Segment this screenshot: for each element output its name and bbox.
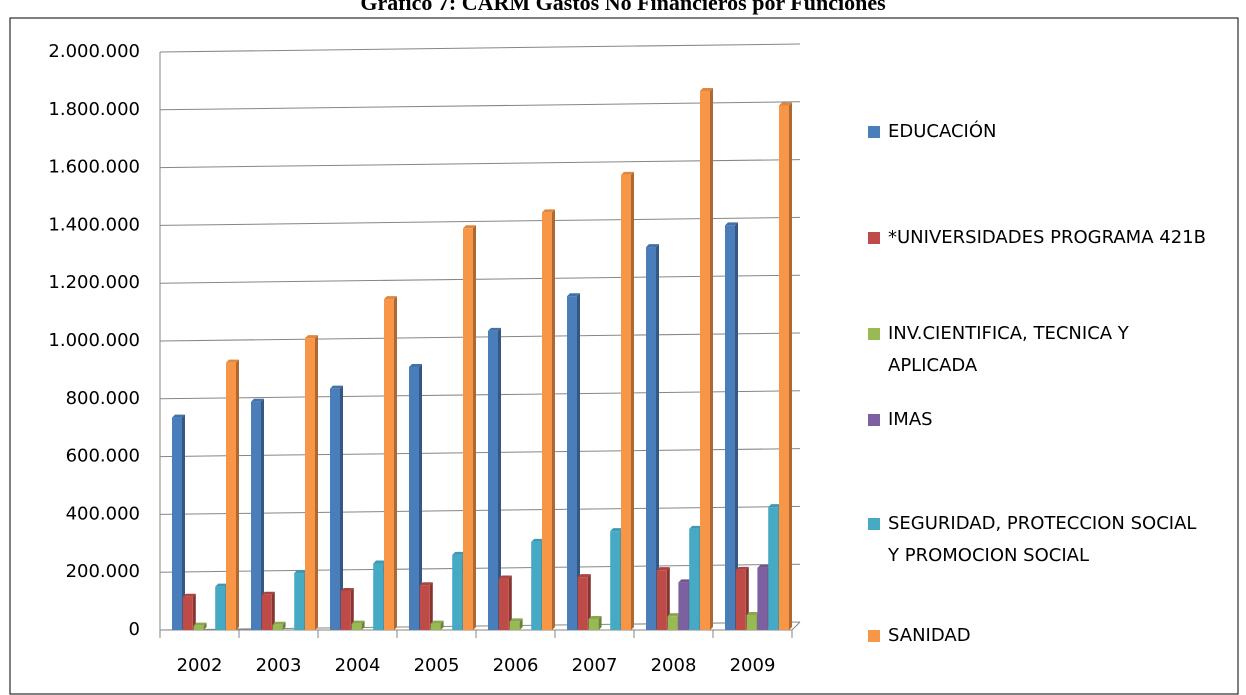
bar xyxy=(588,616,602,630)
legend-label: SANIDAD xyxy=(888,625,971,646)
grid-line xyxy=(159,274,801,284)
y-tick-label: 1.600.000 xyxy=(48,157,140,178)
bar xyxy=(779,102,792,631)
legend-swatch xyxy=(868,232,880,244)
x-tick-label: 2003 xyxy=(256,655,302,676)
y-tick-label: 0 xyxy=(129,619,140,640)
y-tick-label: 1.800.000 xyxy=(48,99,140,120)
legend-entry: *UNIVERSIDADES PROGRAMA 421B xyxy=(868,222,1218,254)
bar xyxy=(261,591,275,630)
legend-label: *UNIVERSIDADES PROGRAMA 421B xyxy=(888,227,1206,248)
legend-swatch xyxy=(868,126,880,138)
legend-entry: SANIDAD xyxy=(868,620,1218,652)
bar xyxy=(725,222,738,630)
bar xyxy=(384,296,397,630)
y-tick-label: 800.000 xyxy=(66,388,140,409)
bar xyxy=(251,398,264,630)
legend-label: SEGURIDAD, PROTECCION SOCIAL Y PROMOCION… xyxy=(888,513,1197,566)
bar xyxy=(656,567,670,630)
x-tick-label: 2006 xyxy=(493,655,539,676)
bar xyxy=(172,414,185,630)
y-tick-label: 1.400.000 xyxy=(48,214,140,235)
bar xyxy=(340,587,354,630)
y-tick-label: 400.000 xyxy=(66,503,140,524)
bar xyxy=(193,622,207,630)
grid-line xyxy=(159,505,801,515)
bar xyxy=(272,621,286,630)
legend-swatch xyxy=(868,414,880,426)
bar xyxy=(621,171,634,630)
bar xyxy=(305,335,318,630)
bar xyxy=(351,620,365,630)
grid-line xyxy=(159,43,801,53)
bar xyxy=(419,582,433,630)
bar xyxy=(567,293,580,630)
y-tick-label: 1.200.000 xyxy=(48,272,140,293)
y-tick-label: 200.000 xyxy=(66,561,140,582)
legend-entry: INV.CIENTIFICA, TECNICA Y APLICADA xyxy=(868,318,1218,382)
x-tick-label: 2004 xyxy=(335,655,381,676)
x-tick-label: 2008 xyxy=(651,655,697,676)
bar xyxy=(542,209,555,630)
y-tick-label: 1.000.000 xyxy=(48,330,140,351)
bar xyxy=(646,244,659,630)
x-tick-label: 2005 xyxy=(414,655,460,676)
legend-label: IMAS xyxy=(888,409,933,430)
bar xyxy=(488,327,501,630)
legend-entry: SEGURIDAD, PROTECCION SOCIAL Y PROMOCION… xyxy=(868,508,1218,572)
bar xyxy=(700,88,713,630)
legend-swatch xyxy=(868,328,880,340)
legend-swatch xyxy=(868,630,880,642)
y-tick-label: 2.000.000 xyxy=(48,41,140,62)
bar xyxy=(430,620,444,630)
x-axis-depth xyxy=(791,621,801,631)
bar xyxy=(226,359,239,630)
grid-line xyxy=(159,101,801,111)
y-tick-label: 600.000 xyxy=(66,446,140,467)
bar xyxy=(498,575,512,630)
x-tick-label: 2009 xyxy=(730,655,776,676)
bar xyxy=(509,618,523,630)
chart-border xyxy=(9,17,1239,695)
grid-line xyxy=(159,448,801,458)
grid-line xyxy=(159,390,801,400)
legend-label: EDUCACIÓN xyxy=(888,121,997,142)
bar xyxy=(577,574,591,630)
legend-entry: IMAS xyxy=(868,404,1218,436)
bar xyxy=(182,593,196,630)
bar xyxy=(409,364,422,630)
bar xyxy=(463,225,476,631)
grid-line xyxy=(159,159,801,169)
grid-line xyxy=(159,216,801,226)
x-tick-label: 2002 xyxy=(177,655,223,676)
legend-label: INV.CIENTIFICA, TECNICA Y APLICADA xyxy=(888,323,1129,376)
legend-entry: EDUCACIÓN xyxy=(868,116,1218,148)
x-tick-label: 2007 xyxy=(572,655,618,676)
legend-swatch xyxy=(868,518,880,530)
chart-title: Gráfico 7: CARM Gastos No Financieros po… xyxy=(360,0,886,15)
grid-line xyxy=(159,332,801,342)
bar xyxy=(330,385,343,630)
